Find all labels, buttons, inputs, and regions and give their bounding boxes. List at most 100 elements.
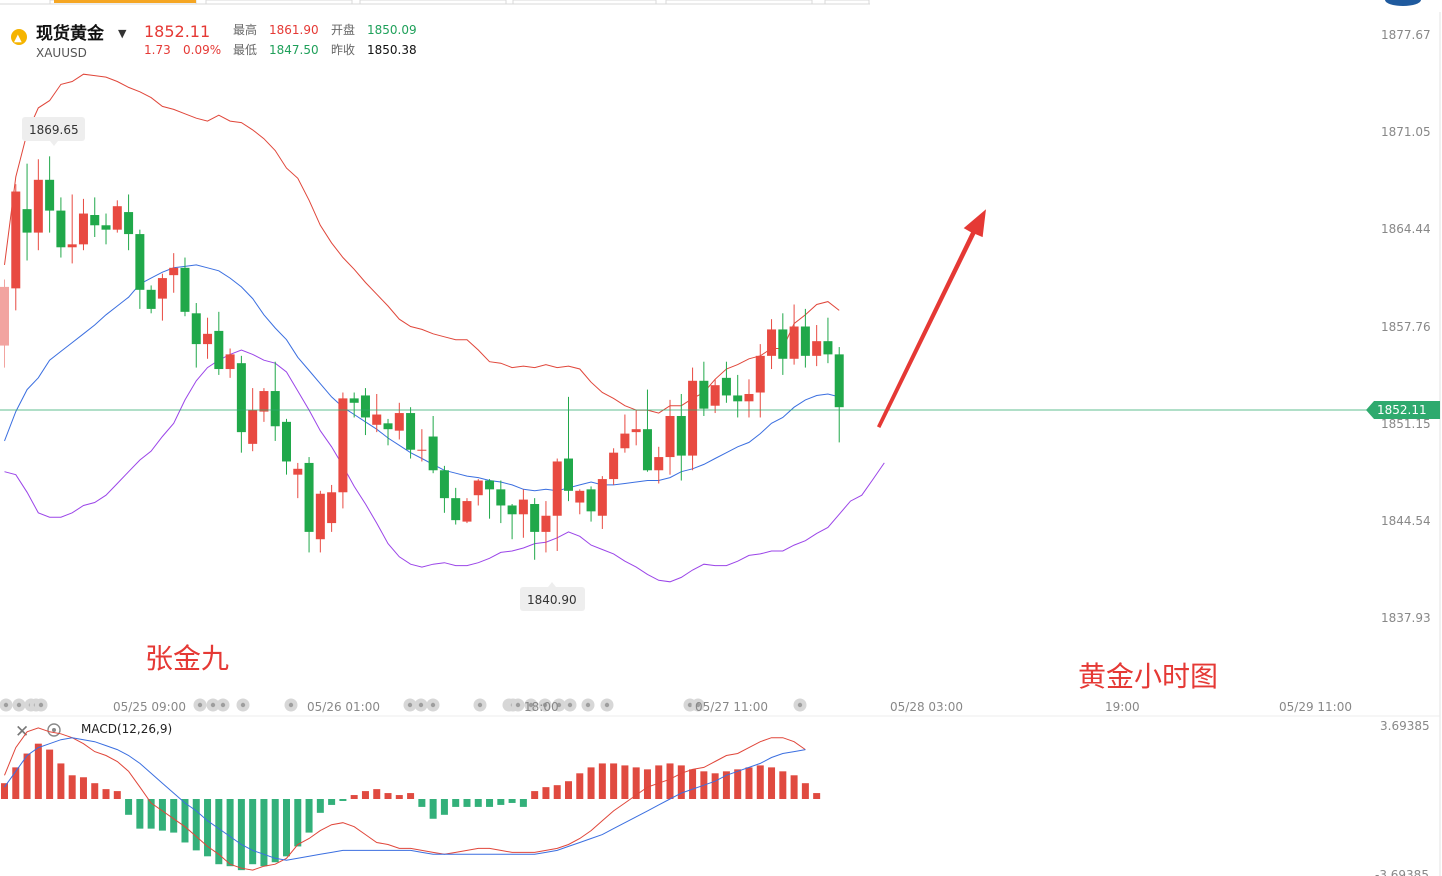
candle [721,361,731,403]
macd-bar [192,799,200,851]
macd-bar [643,769,651,799]
macd-bar [328,799,336,805]
macd-bar [666,763,674,799]
candle [67,194,77,264]
macd-bar [384,793,392,799]
open-label: 开盘 [331,22,355,37]
macd-bar [553,785,561,799]
tab-5[interactable] [665,0,813,5]
candle [654,446,664,484]
candle-body [417,449,427,451]
candle [620,414,630,453]
x-tick-label: 05/29 11:00 [1279,700,1352,714]
current-price-tag: 1852.11 [1366,400,1440,419]
candle [11,184,21,311]
tab-2[interactable] [205,0,353,5]
candle-body [654,457,664,471]
macd-bar [79,777,87,799]
tab-4[interactable] [512,0,657,5]
candle [485,479,495,519]
candle-body [609,452,619,480]
avatar[interactable] [1385,0,1421,6]
low-value: 1847.50 [269,43,319,57]
candle [270,361,280,441]
high-marker-text: 1869.65 [29,123,79,137]
candle [496,480,506,524]
candle [800,308,810,368]
candle-body [823,341,833,355]
macd-bar [34,743,42,799]
macd-bar [1,783,8,799]
candle-body [124,212,134,235]
macd-bar [452,799,460,807]
tab-3[interactable] [359,0,507,5]
macd-bar [519,799,527,807]
tab-6[interactable] [824,0,870,5]
candle [203,317,213,359]
macd-bar [237,799,245,871]
macd-bar [12,767,20,799]
time-axis: 05/25 09:00 05/26 01:00 18:00 05/27 11:0… [113,700,1352,714]
candle [586,486,596,522]
macd-lines [4,727,806,871]
close-icon[interactable]: ✕ [15,722,29,742]
candle [236,355,246,453]
high-marker-pointer [50,141,58,146]
candle-body [631,429,641,433]
candle-body [146,289,156,309]
current-price-tag-bg [1366,400,1440,419]
macd-bar [147,799,155,829]
y-tick-label: 1851.15 [1381,417,1431,431]
chevron-down-icon[interactable]: ▼ [118,27,127,40]
current-price-tag-text: 1852.11 [1377,403,1427,417]
candle-body [135,234,145,290]
svg-text:▲: ▲ [14,33,22,44]
low-label: 最低 [233,43,257,57]
candle [338,392,348,509]
gold-coin-icon [11,29,27,45]
x-tick-label: 05/26 01:00 [307,700,380,714]
candle [101,213,111,245]
macd-bar [23,753,31,799]
lower-band-line [4,349,885,583]
candle-body [642,429,652,471]
candle [90,197,100,238]
macd-bar [158,799,166,831]
candle [575,489,585,515]
candle [22,163,32,261]
top-tab-bar [0,0,1421,6]
gear-icon[interactable] [47,723,61,737]
symbol-name: 现货黄金 [36,23,105,44]
candle [676,393,686,481]
price-axis: 1877.67 1871.05 1864.44 1857.76 1851.15 … [1381,28,1431,625]
chart-title-annotation: 黄金小时图 [1078,660,1218,693]
macd-ymax: 3.69385 [1380,719,1430,733]
candle-body [518,499,528,515]
candle [744,379,754,418]
candle [304,457,314,553]
macd-bar [745,767,753,799]
macd-bar [204,799,212,857]
macd-bar [373,789,381,799]
macd-bar [46,749,54,799]
macd-bar [181,799,189,843]
candle [169,253,179,293]
macd-ymin: -3.69385 [1375,868,1429,876]
candle-body [586,489,596,512]
candle-body [349,398,359,403]
low-marker-pointer [548,582,556,587]
event-markers [0,698,807,712]
candle-body [485,480,495,490]
macd-bar [734,769,742,799]
macd-bar [125,799,133,815]
candle [552,458,562,551]
candlestick-series [0,156,844,560]
candle-body [552,461,562,516]
macd-bar [801,783,809,799]
y-tick-label: 1871.05 [1381,125,1431,139]
macd-bar [260,799,268,867]
candle-body [67,244,77,248]
candle-body [406,413,416,450]
candle [406,407,416,459]
